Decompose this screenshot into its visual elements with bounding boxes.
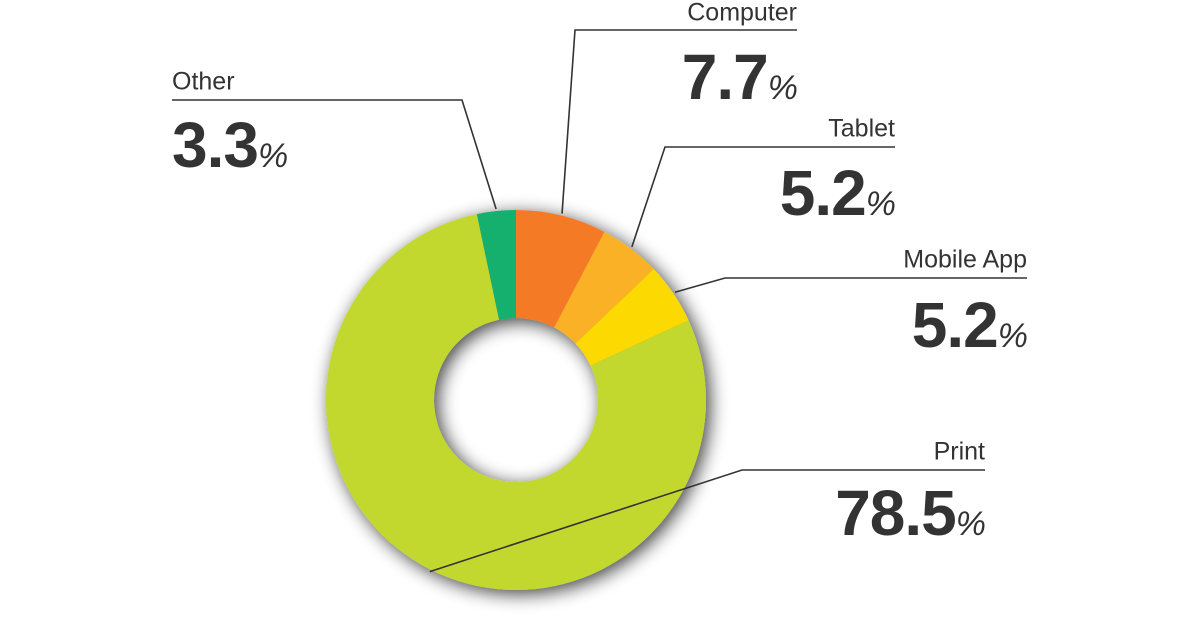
category-label: Other (172, 68, 235, 96)
value-unit: % (258, 137, 287, 175)
value-label: 5.2% (912, 289, 1027, 361)
leader-line (172, 99, 497, 210)
value-number: 5.2 (912, 289, 998, 361)
category-label: Tablet (828, 115, 895, 143)
slice (516, 210, 605, 328)
value-unit: % (998, 317, 1027, 355)
category-label: Print (934, 438, 985, 466)
leader-line (561, 29, 797, 214)
value-unit: % (768, 69, 797, 107)
value-number: 78.5 (835, 477, 956, 549)
value-label: 78.5% (835, 477, 985, 549)
leader-line (429, 469, 985, 573)
value-unit: % (956, 505, 985, 543)
category-label: Computer (687, 0, 797, 27)
slice (326, 214, 707, 590)
slice (575, 269, 689, 366)
value-label: 5.2% (780, 157, 895, 229)
value-number: 7.7 (682, 41, 768, 113)
donut (326, 210, 707, 590)
value-number: 3.3 (172, 109, 258, 181)
leader-line (631, 146, 895, 248)
value-label: 7.7% (682, 41, 797, 113)
slice (554, 231, 654, 344)
value-label: 3.3% (172, 109, 287, 181)
slice (476, 210, 516, 320)
labels: Computer 7.7% Tablet 5.2% Mobile App 5.2% Prin… (172, 0, 1028, 573)
value-number: 5.2 (780, 157, 866, 229)
value-unit: % (866, 185, 895, 223)
leader-line (674, 277, 1027, 294)
category-label: Mobile App (903, 246, 1027, 274)
